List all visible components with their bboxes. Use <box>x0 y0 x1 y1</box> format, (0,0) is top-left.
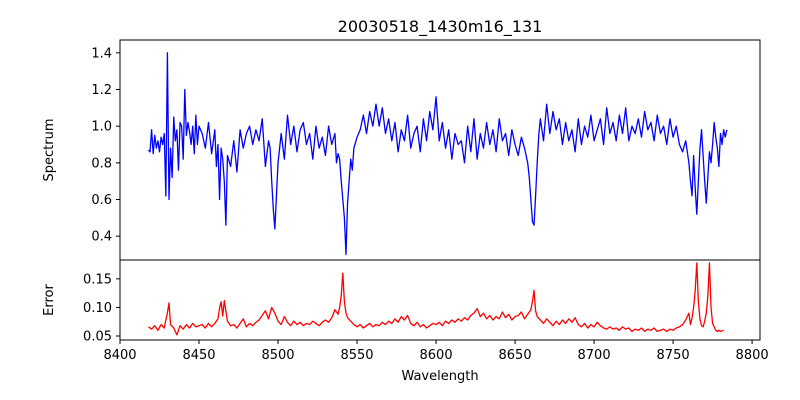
x-tick-label: 8700 <box>578 348 611 363</box>
x-tick-label: 8650 <box>499 348 532 363</box>
x-tick-label: 8800 <box>736 348 769 363</box>
x-tick-label: 8400 <box>103 348 136 363</box>
spectrum-y-tick-label: 1.4 <box>91 46 112 61</box>
spectrum-y-tick-label: 0.4 <box>91 230 112 245</box>
spectrum-series-line <box>147 52 728 256</box>
x-tick-label: 8750 <box>657 348 690 363</box>
error-y-tick-label: 0.10 <box>83 301 112 316</box>
chart-title: 20030518_1430m16_131 <box>338 17 543 37</box>
error-series-line <box>148 262 724 336</box>
error-y-tick-label: 0.15 <box>83 272 112 287</box>
error-y-axis-label: Error <box>42 284 57 316</box>
x-tick-label: 8600 <box>420 348 453 363</box>
spectrum-y-tick-label: 0.8 <box>91 156 112 171</box>
error-panel: 0.05 0.10 0.15 Error 8400 8450 8500 8550 8600 865… <box>42 259 769 363</box>
spectrum-y-tick-label: 0.6 <box>91 193 112 208</box>
x-tick-label: 8500 <box>261 348 294 363</box>
spectrum-y-tick-label: 1.2 <box>91 83 112 98</box>
error-axes-frame <box>119 259 761 341</box>
x-tick-label: 8450 <box>182 348 215 363</box>
x-axis-label: Wavelength <box>401 369 478 384</box>
spectrum-y-tick-label: 1.0 <box>91 120 112 135</box>
x-tick-label: 8550 <box>340 348 373 363</box>
error-y-tick-label: 0.05 <box>83 330 112 345</box>
spectrum-y-axis-label: Spectrum <box>42 119 57 182</box>
